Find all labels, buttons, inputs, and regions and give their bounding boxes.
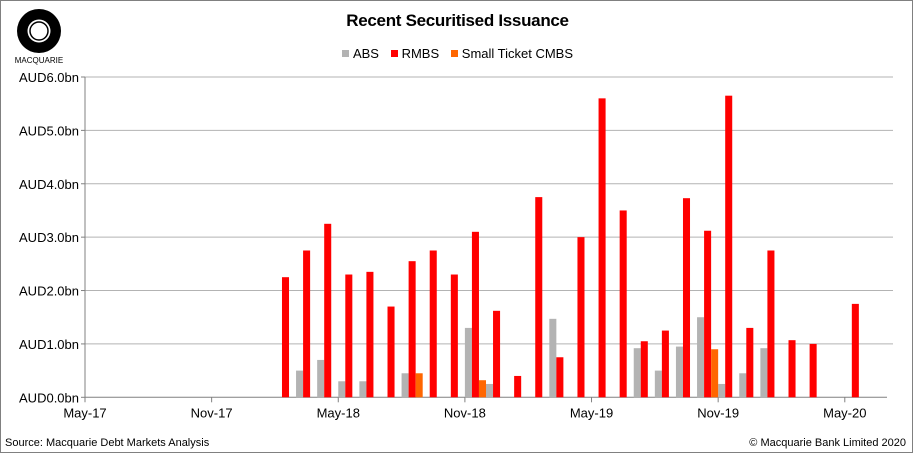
legend-item-cmbs: Small Ticket CMBS <box>450 46 574 61</box>
bar-abs <box>338 381 346 398</box>
x-tick-label: May-17 <box>63 405 106 420</box>
x-tick-label: Nov-17 <box>191 405 233 420</box>
y-tick-label: AUD0.0bn <box>19 390 79 405</box>
bar-rmbs <box>704 230 712 398</box>
bar-rmbs <box>598 98 606 398</box>
bar-rmbs <box>366 271 374 398</box>
bar-rmbs <box>556 357 564 398</box>
copyright-note: © Macquarie Bank Limited 2020 <box>749 437 906 449</box>
bar-rmbs <box>450 274 458 398</box>
bar-abs <box>718 383 726 398</box>
bar-abs <box>549 318 557 398</box>
bar-rmbs <box>387 306 395 398</box>
bar-rmbs <box>619 210 627 398</box>
bar-small-ticket-cmbs <box>478 380 486 398</box>
bar-small-ticket-cmbs <box>711 349 719 398</box>
bar-abs <box>739 373 747 398</box>
bar-rmbs <box>661 330 669 398</box>
logo-text: MACQUARIE <box>14 56 64 65</box>
bar-rmbs <box>408 261 416 398</box>
bar-rmbs <box>535 197 543 398</box>
bar-abs <box>464 327 472 398</box>
legend-label-abs: ABS <box>352 46 379 61</box>
bar-rmbs <box>345 274 353 398</box>
bar-abs <box>401 373 409 398</box>
macquarie-logo <box>11 7 71 57</box>
bar-rmbs <box>514 375 522 398</box>
bar-abs <box>760 348 768 398</box>
legend-swatch-rmbs <box>390 50 398 57</box>
legend-item-abs: ABS <box>341 46 379 61</box>
bar-rmbs <box>851 303 859 398</box>
bar-rmbs <box>324 223 332 398</box>
bar-rmbs <box>471 231 479 398</box>
bar-rmbs <box>809 343 817 398</box>
legend: ABS RMBS Small Ticket CMBS <box>1 45 912 61</box>
bar-rmbs <box>767 250 775 398</box>
bar-rmbs <box>682 198 691 398</box>
bar-rmbs <box>303 250 311 398</box>
bar-rmbs <box>281 277 290 398</box>
x-tick-label: Nov-19 <box>697 405 739 420</box>
source-note: Source: Macquarie Debt Markets Analysis <box>5 437 210 449</box>
x-tick-label: May-20 <box>823 405 866 420</box>
x-tick-label: May-18 <box>317 405 360 420</box>
bar-abs <box>486 383 494 398</box>
bar-rmbs <box>640 341 648 398</box>
bar-abs <box>675 346 683 398</box>
y-tick-label: AUD4.0bn <box>19 177 79 192</box>
y-tick-label: AUD1.0bn <box>19 337 79 352</box>
x-tick-label: Nov-18 <box>444 405 486 420</box>
bar-abs <box>654 370 662 398</box>
legend-label-cmbs: Small Ticket CMBS <box>461 46 574 61</box>
bar-rmbs <box>577 237 585 398</box>
y-tick-label: AUD2.0bn <box>19 284 79 299</box>
legend-label-rmbs: RMBS <box>401 46 440 61</box>
bar-rmbs <box>746 327 754 398</box>
bar-abs <box>633 348 641 398</box>
chart-title: Recent Securitised Issuance <box>346 11 569 30</box>
bar-abs <box>697 317 705 398</box>
bar-rmbs <box>725 95 733 398</box>
bar-rmbs <box>493 310 501 398</box>
legend-swatch-abs <box>341 50 349 57</box>
y-tick-label: AUD3.0bn <box>19 230 79 245</box>
bar-abs <box>359 381 367 398</box>
bar-abs <box>317 359 325 398</box>
bar-rmbs <box>788 340 796 398</box>
bar-small-ticket-cmbs <box>415 373 423 398</box>
bar-abs <box>296 370 304 398</box>
legend-swatch-cmbs <box>450 50 458 57</box>
legend-item-rmbs: RMBS <box>390 46 440 61</box>
y-tick-label: AUD6.0bn <box>19 70 79 85</box>
x-tick-label: May-19 <box>570 405 613 420</box>
bar-rmbs <box>429 250 437 398</box>
y-tick-label: AUD5.0bn <box>19 123 79 138</box>
macquarie-logo-icon <box>17 9 61 53</box>
